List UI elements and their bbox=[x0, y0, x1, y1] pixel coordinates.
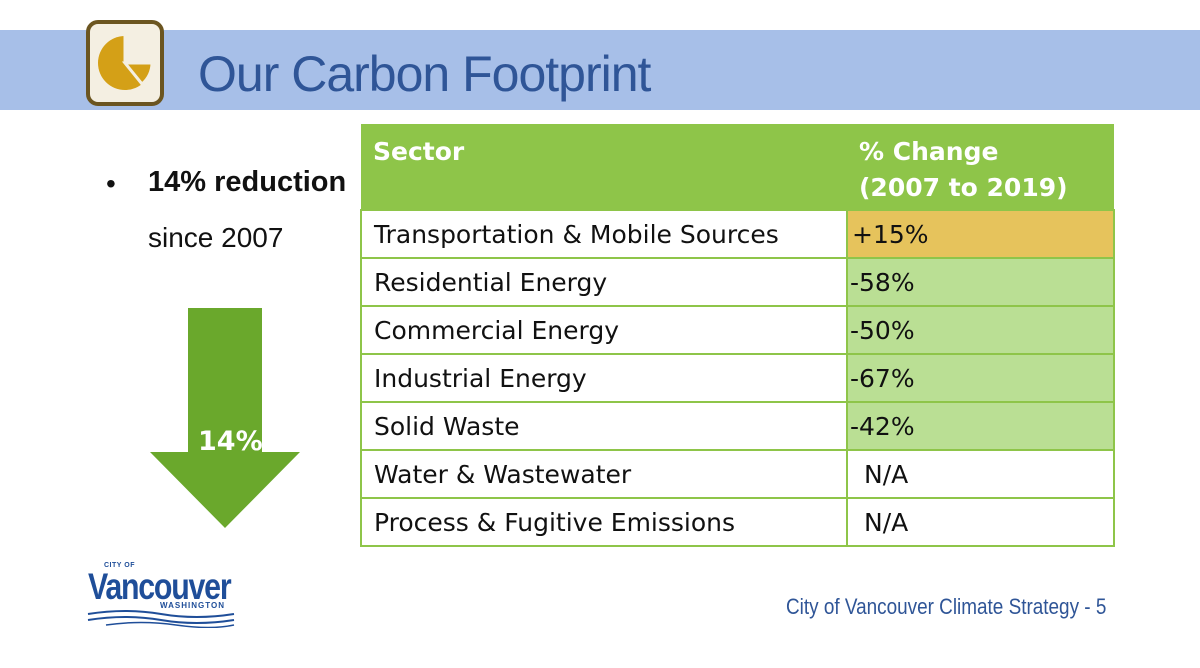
header-change: % Change (2007 to 2019) bbox=[847, 124, 1114, 210]
change-cell: -50% bbox=[846, 305, 1115, 355]
logo-subtext: WASHINGTON bbox=[160, 601, 225, 610]
sector-cell: Industrial Energy bbox=[360, 353, 848, 403]
change-cell: N/A bbox=[846, 449, 1115, 499]
pie-chart-icon bbox=[86, 20, 164, 106]
logo-waves-icon bbox=[86, 606, 236, 633]
sector-table: Sector % Change (2007 to 2019) Transporta… bbox=[360, 124, 1115, 547]
table-row: Transportation & Mobile Sources +15% bbox=[360, 209, 1115, 259]
title-bar bbox=[0, 30, 1200, 110]
header-sector: Sector bbox=[361, 124, 847, 210]
change-cell: N/A bbox=[846, 497, 1115, 547]
change-cell: -67% bbox=[846, 353, 1115, 403]
sector-cell: Commercial Energy bbox=[360, 305, 848, 355]
change-cell: -58% bbox=[846, 257, 1115, 307]
table-row: Process & Fugitive Emissions N/A bbox=[360, 497, 1115, 547]
table-row: Residential Energy -58% bbox=[360, 257, 1115, 307]
table-row: Industrial Energy -67% bbox=[360, 353, 1115, 403]
vancouver-logo: Vancouver bbox=[88, 566, 232, 607]
sector-cell: Transportation & Mobile Sources bbox=[360, 209, 848, 259]
table-row: Water & Wastewater N/A bbox=[360, 449, 1115, 499]
reduction-headline: 14% reduction bbox=[148, 166, 347, 198]
sector-cell: Residential Energy bbox=[360, 257, 848, 307]
table-header-row: Sector % Change (2007 to 2019) bbox=[361, 124, 1114, 210]
arrow-label: 14% bbox=[198, 426, 263, 457]
footer-text: City of Vancouver Climate Strategy - 5 bbox=[786, 594, 1107, 619]
logo-top-text: CITY OF bbox=[104, 562, 135, 569]
change-cell: -42% bbox=[846, 401, 1115, 451]
reduction-subtext: since 2007 bbox=[148, 222, 284, 253]
change-cell: +15% bbox=[846, 209, 1115, 259]
down-arrow-icon bbox=[150, 308, 300, 530]
sector-cell: Water & Wastewater bbox=[360, 449, 848, 499]
table-row: Solid Waste -42% bbox=[360, 401, 1115, 451]
sector-cell: Process & Fugitive Emissions bbox=[360, 497, 848, 547]
page-title: Our Carbon Footprint bbox=[198, 46, 651, 102]
table-row: Commercial Energy -50% bbox=[360, 305, 1115, 355]
sector-cell: Solid Waste bbox=[360, 401, 848, 451]
bullet-dot: • bbox=[106, 168, 116, 199]
